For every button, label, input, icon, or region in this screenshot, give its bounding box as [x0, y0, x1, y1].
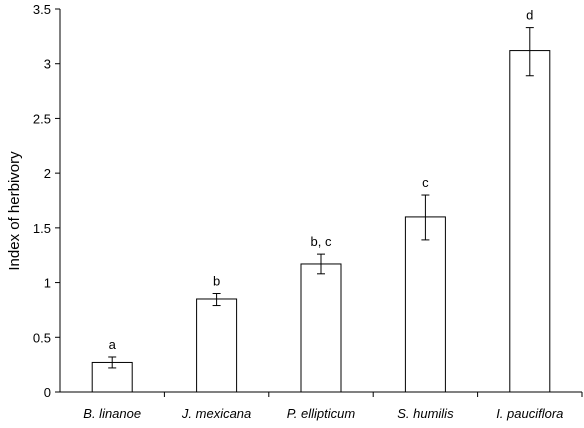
- category-label: S. humilis: [397, 406, 454, 421]
- y-tick-label: 2: [44, 166, 51, 181]
- category-label: P. ellipticum: [287, 406, 356, 421]
- bar: [404, 216, 446, 393]
- significance-label: b, c: [311, 234, 332, 249]
- y-tick-label: 3.5: [33, 2, 51, 17]
- y-axis-title: Index of herbivory: [6, 151, 23, 271]
- significance-label: b: [213, 274, 220, 289]
- significance-label: a: [109, 337, 117, 352]
- category-label: J. mexicana: [181, 406, 251, 421]
- bar: [300, 263, 342, 393]
- y-tick-label: 1: [44, 276, 51, 291]
- bar: [196, 298, 238, 393]
- bar: [509, 50, 551, 393]
- y-tick-label: 0.5: [33, 330, 51, 345]
- y-tick-label: 3: [44, 57, 51, 72]
- significance-label: d: [526, 8, 533, 23]
- plot-area: 0 0.5 1 1.5 2 2.5 3 3.5 a B. linanoe b J. mexicana b…: [33, 2, 583, 421]
- category-label: I. pauciflora: [496, 406, 563, 421]
- significance-label: c: [422, 175, 429, 190]
- y-tick-label: 1.5: [33, 221, 51, 236]
- category-label: B. linanoe: [83, 406, 141, 421]
- y-tick-label: 2.5: [33, 111, 51, 126]
- y-tick-label: 0: [44, 385, 51, 400]
